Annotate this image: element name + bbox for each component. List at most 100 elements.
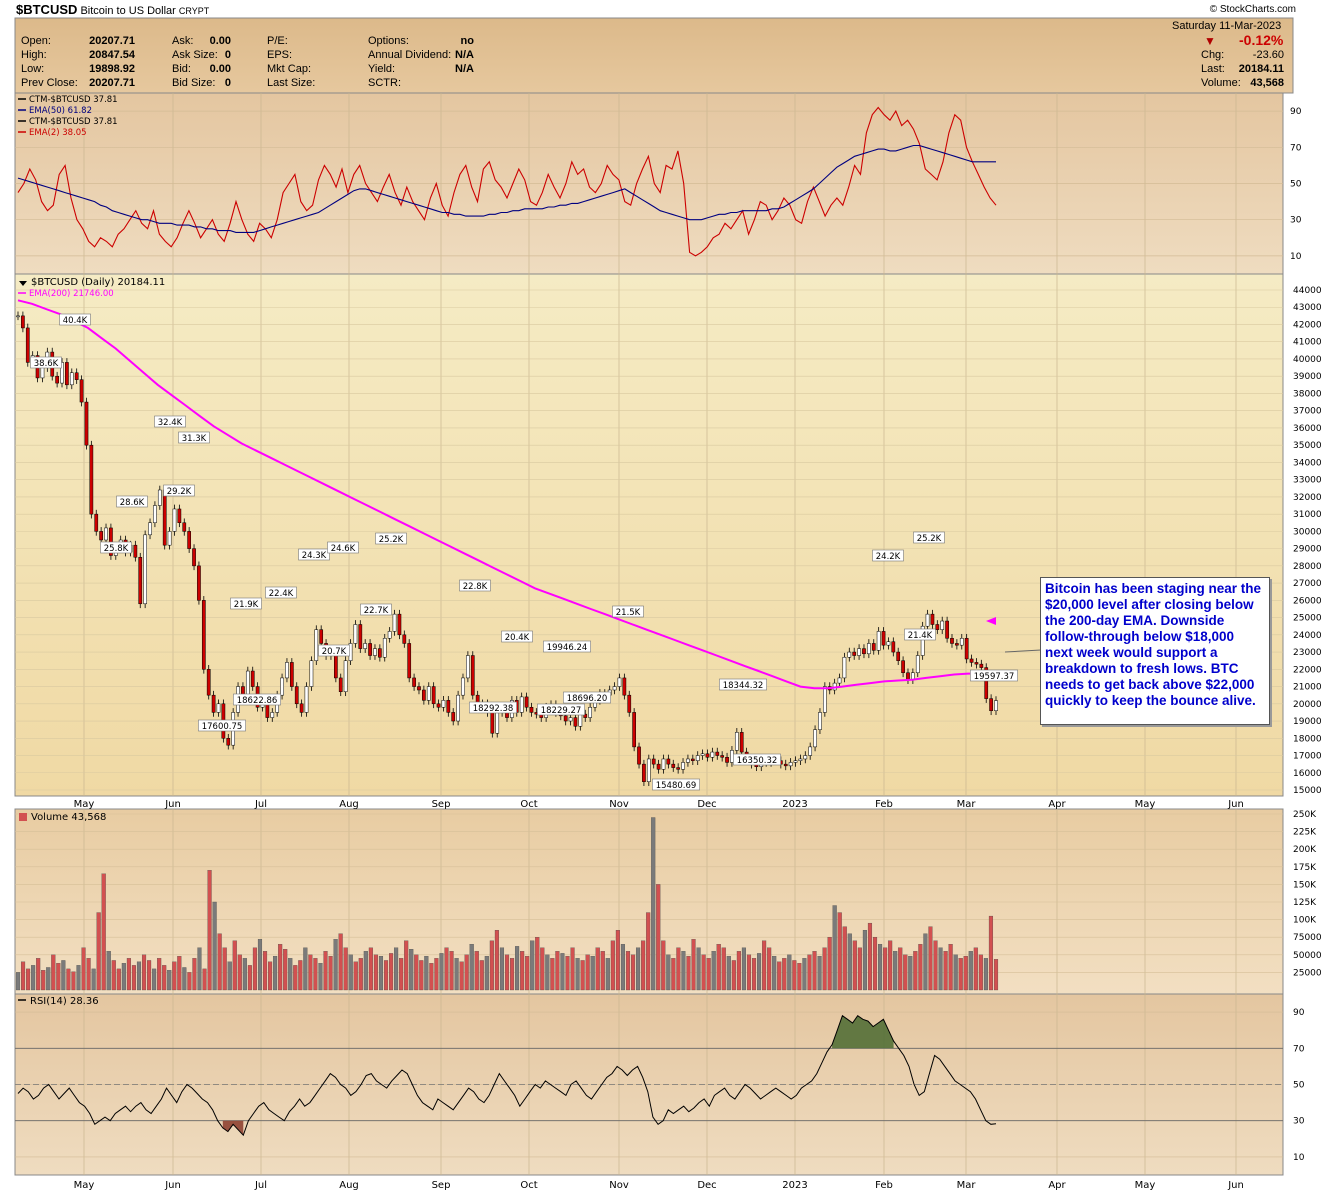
volume-bar — [641, 940, 646, 991]
volume-bar — [71, 971, 76, 991]
bidask-label: Bid: — [172, 63, 191, 75]
volume-bar — [293, 965, 298, 991]
volume-bar — [878, 944, 883, 991]
volume-bar — [268, 961, 273, 991]
price-candle — [529, 706, 534, 713]
price-candle — [818, 712, 822, 730]
bidask-label: Ask: — [172, 35, 194, 47]
price-candle — [456, 694, 460, 722]
volume-bar — [394, 947, 399, 991]
volume-bar — [852, 940, 857, 991]
month-label-bottom: 2023 — [782, 1180, 807, 1191]
price-tick-label: 24000 — [1293, 631, 1322, 641]
price-legend-label: $BTCUSD (Daily) 20184.11 — [31, 277, 165, 288]
volume-bar — [313, 958, 318, 991]
volume-bar — [86, 958, 91, 991]
volume-bar — [66, 968, 71, 991]
annotation-box: Bitcoin has been staging near the $20,00… — [1040, 577, 1270, 725]
price-candle — [368, 643, 372, 656]
price-candle — [490, 712, 495, 734]
volume-tick-label: 50000 — [1293, 951, 1322, 961]
price-candle — [148, 522, 152, 536]
volume-bar — [883, 947, 888, 991]
volume-bar — [862, 930, 867, 991]
volume-bar — [857, 947, 862, 991]
volume-bar — [701, 954, 706, 991]
price-label-box — [318, 644, 350, 657]
price-candle — [392, 613, 397, 632]
price-candle — [979, 663, 984, 668]
price-candle — [69, 372, 74, 386]
price-candle — [788, 762, 793, 767]
volume-bar — [177, 956, 182, 991]
price-candle — [285, 662, 289, 679]
price-label-box — [100, 541, 132, 554]
volume-bar — [111, 960, 116, 991]
price-candle — [940, 620, 945, 630]
price-candle — [857, 648, 861, 656]
volume-bar — [772, 956, 777, 991]
price-candle — [930, 613, 935, 625]
price-candle — [138, 556, 143, 605]
price-candle — [710, 751, 715, 758]
price-candle — [84, 401, 89, 446]
volume-bar — [96, 912, 101, 991]
price-label-box — [59, 313, 91, 326]
month-label-bottom: Feb — [875, 1180, 893, 1191]
price-tick-label: 20000 — [1293, 700, 1322, 710]
volume-bar — [746, 954, 752, 991]
quote-value: 19898.92 — [89, 63, 135, 75]
price-label: 28.6K — [120, 498, 145, 508]
price-candle — [803, 755, 808, 760]
price-candle — [974, 662, 979, 665]
change-percent: -0.12% — [1239, 32, 1284, 48]
volume-bar — [126, 958, 131, 991]
price-candle — [192, 548, 196, 567]
volume-bar — [898, 947, 903, 991]
price-label-box — [360, 603, 392, 616]
price-candle — [21, 315, 25, 329]
option-label: Yield: — [368, 63, 396, 75]
price-candle — [642, 763, 646, 782]
price-candle — [153, 505, 157, 524]
month-label-bottom: May — [74, 1180, 95, 1191]
price-tick-label: 37000 — [1293, 407, 1322, 417]
volume-bar — [222, 947, 227, 991]
price-label: 19597.37 — [974, 672, 1015, 682]
volume-bar — [328, 956, 333, 991]
price-candle — [182, 522, 187, 532]
volume-bar — [116, 968, 121, 991]
price-label-box — [469, 701, 517, 714]
price-tick-label: 26000 — [1293, 596, 1322, 606]
price-candle — [16, 315, 20, 318]
volume-bar — [424, 956, 429, 991]
price-candle — [686, 758, 690, 763]
volume-bar — [595, 947, 600, 991]
price-candle — [969, 658, 974, 663]
price-label-box — [872, 549, 904, 562]
price-candle — [40, 367, 45, 379]
volume-bar — [741, 947, 746, 991]
volume-bar — [499, 947, 505, 991]
volume-bar — [121, 963, 126, 991]
price-candle — [842, 656, 847, 679]
price-label: 24.3K — [302, 551, 327, 561]
price-label-box — [298, 548, 330, 561]
month-label-price: Aug — [339, 799, 359, 810]
month-label-bottom: Jun — [1227, 1180, 1244, 1191]
price-candle — [676, 767, 680, 770]
price-label-box — [913, 531, 945, 544]
price-candle — [896, 651, 901, 661]
price-candle — [583, 713, 588, 718]
option-value: no — [460, 35, 474, 47]
volume-tick-label: 100K — [1293, 916, 1317, 926]
price-candle — [915, 655, 920, 674]
price-label: 16350.32 — [737, 756, 778, 766]
volume-bar — [721, 947, 726, 991]
volume-bar — [353, 961, 358, 991]
price-candle — [715, 751, 720, 756]
price-candle — [206, 669, 211, 696]
price-label: 19946.24 — [547, 643, 588, 653]
volume-bar — [550, 958, 555, 991]
month-label-bottom: Apr — [1048, 1180, 1066, 1191]
